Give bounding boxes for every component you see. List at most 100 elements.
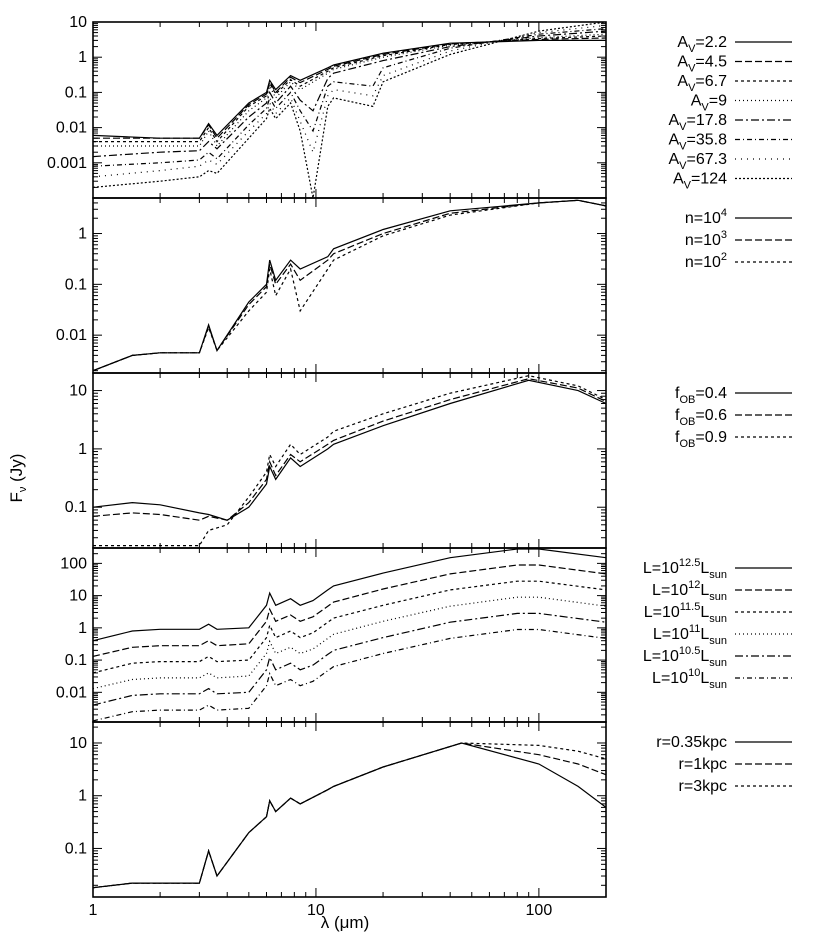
panel-Av-legend-label-part: =35.8 (687, 132, 728, 149)
panel-L-legend-label-part: L=10 (644, 604, 680, 621)
panel-fOB-legend-label-part: =0.4 (695, 385, 727, 402)
panel-L-legend-label-part: 10.5 (679, 645, 700, 657)
panel-r-frame (92, 721, 607, 898)
panel-L-legend-label-part: L (700, 670, 709, 687)
panel-L-legend-label-part: L (700, 582, 709, 599)
panel-n-y-tick-label: 1 (78, 226, 87, 243)
panel-n-legend-label-part: n=10 (685, 210, 721, 227)
panel-n-legend-label: n=104 (685, 207, 727, 227)
panel-L-legend-label-part: 12 (688, 579, 700, 591)
panel-fOB-series-line (93, 378, 606, 521)
panel-n-legend-label-part: 2 (721, 251, 727, 263)
panel-Av-legend-label: AV=6.7 (677, 73, 727, 94)
panel-fOB-legend-label-part: OB (680, 438, 696, 450)
panel-Av-series-line (93, 39, 606, 139)
panel-fOB-series-line (93, 375, 606, 547)
panel-n-legend-label: n=103 (685, 229, 727, 249)
panel-r-series-line (93, 742, 606, 889)
panel-Av-legend-label-part: A (669, 151, 680, 168)
panel-r-y-tick-label: 1 (78, 788, 87, 805)
panel-Av-legend-label-part: A (669, 132, 680, 149)
panel-fOB-legend-label-part: f (675, 385, 680, 402)
y-axis-label-unit: (Jy) (7, 454, 26, 487)
panel-fOB-y-tick-label: 1 (78, 441, 87, 458)
y-axis-label: Fν (Jy) (7, 454, 29, 503)
panel-Av-y-tick-label: 0.01 (56, 120, 87, 137)
panel-n-series-line (93, 199, 606, 372)
panel-r-legend-label: r=3kpc (679, 778, 727, 795)
panel-Av-series-line (93, 22, 606, 198)
panel-r-y-tick-label: 10 (69, 735, 87, 752)
panel-n-legend-label-part: 4 (721, 207, 727, 219)
panel-Av-legend-label-part: =4.5 (695, 54, 727, 71)
panel-Av-legend-label-part: A (677, 73, 688, 90)
panel-Av-legend-label-part: =17.8 (687, 112, 728, 129)
panel-L-legend-label: L=1011Lsun (653, 623, 727, 647)
y-axis-label-sub: ν (17, 486, 29, 492)
panel-Av-y-tick-label: 10 (69, 14, 87, 31)
panel-L-legend-label-part: L (700, 604, 709, 621)
panel-r-y-tick-label: 0.1 (65, 840, 87, 857)
panel-Av-y-tick-label: 0.001 (47, 155, 87, 172)
panel-n-legend-label-part: n=10 (685, 254, 721, 271)
panel-Av-legend-label-part: A (669, 112, 680, 129)
panel-L-legend-label: L=1010.5Lsun (643, 645, 727, 669)
panel-n-legend-label-part: n=10 (685, 232, 721, 249)
panel-Av-legend-label: AV=35.8 (669, 132, 728, 153)
panel-Av-y-tick-label: 0.1 (65, 84, 87, 101)
panel-Av-legend-label-part: V (679, 141, 687, 153)
x-tick-label: 1 (89, 902, 98, 919)
panel-L-legend-label-part: sun (709, 613, 727, 625)
panel-Av-legend-label-part: V (688, 43, 696, 55)
panel-L-legend-label: L=1010Lsun (652, 667, 727, 691)
x-axis-label: λ (μm) (321, 913, 370, 932)
panel-Av-legend-label-part: =6.7 (695, 73, 727, 90)
panel-fOB-legend-label-part: f (675, 407, 680, 424)
panel-r-legend-label-part: r=0.35kpc (656, 734, 727, 751)
panel-Av-legend-label-part: =9 (709, 93, 727, 110)
panel-L-legend-label-part: L=10 (643, 648, 679, 665)
panel-r-legend-label: r=0.35kpc (656, 734, 727, 751)
panel-Av-series-line (93, 30, 606, 158)
panel-L-series-line (93, 628, 606, 722)
panel-fOB-legend-label-part: =0.9 (695, 429, 727, 446)
panel-fOB-legend-label: fOB=0.4 (675, 385, 727, 406)
panel-L-series-line (93, 612, 606, 706)
panel-fOB-y-tick-label: 10 (69, 383, 87, 400)
panel-fOB-legend-label: fOB=0.6 (675, 407, 727, 428)
panel-Av-legend-label: AV=9 (691, 93, 727, 114)
panel-L-series-line (93, 596, 606, 690)
panel-r-series-line (93, 742, 606, 889)
panel-Av-legend-label-part: A (677, 54, 688, 71)
panel-L-legend-label-part: 11.5 (680, 601, 701, 613)
panel-n-y-tick-label: 0.01 (56, 327, 87, 344)
panel-Av-legend-label-part: V (679, 121, 687, 133)
panel-L-legend-label-part: 10 (688, 667, 700, 679)
panel-L-legend-label-part: L=10 (652, 582, 688, 599)
panels-group: 1010.10.010.001AV=2.2AV=4.5AV=6.7AV=9AV=… (47, 14, 792, 919)
panel-L-legend-label-part: L=10 (643, 560, 679, 577)
panel-r: 10 1 0.1 1 10 100 r=0.35kpc r=1kpc r=3kpc (65, 721, 792, 919)
panel-Av-legend-label-part: =124 (691, 171, 727, 188)
panel-Av-series-line (93, 28, 606, 167)
panel-n-legend-label: n=102 (685, 251, 727, 271)
panel-Av-series-line (93, 35, 606, 143)
panel-Av-y-tick-label: 1 (78, 49, 87, 66)
panel-Av-legend-label-part: =67.3 (687, 151, 728, 168)
panel-L-y-tick-label: 0.1 (65, 652, 87, 669)
panel-Av-legend-label-part: V (679, 160, 687, 172)
panel-Av-legend-label-part: V (688, 82, 696, 94)
panel-fOB-legend-label-part: OB (680, 416, 696, 428)
panel-r-legend-label-part: r=1kpc (679, 756, 727, 773)
panel-r-legend-label-part: r=3kpc (679, 778, 727, 795)
panel-L-legend-label-part: sun (709, 569, 727, 581)
panel-L-series-line (93, 580, 606, 674)
panel-Av-legend-label-part: =2.2 (695, 34, 727, 51)
x-tick-label: 10 (307, 902, 325, 919)
panel-L: 1001010.10.01L=1012.5LsunL=1012LsunL=101… (56, 547, 792, 723)
panel-Av-legend-label: AV=124 (673, 171, 727, 192)
panel-n-series-line (93, 199, 606, 372)
panel-Av-legend-label-part: A (691, 93, 702, 110)
